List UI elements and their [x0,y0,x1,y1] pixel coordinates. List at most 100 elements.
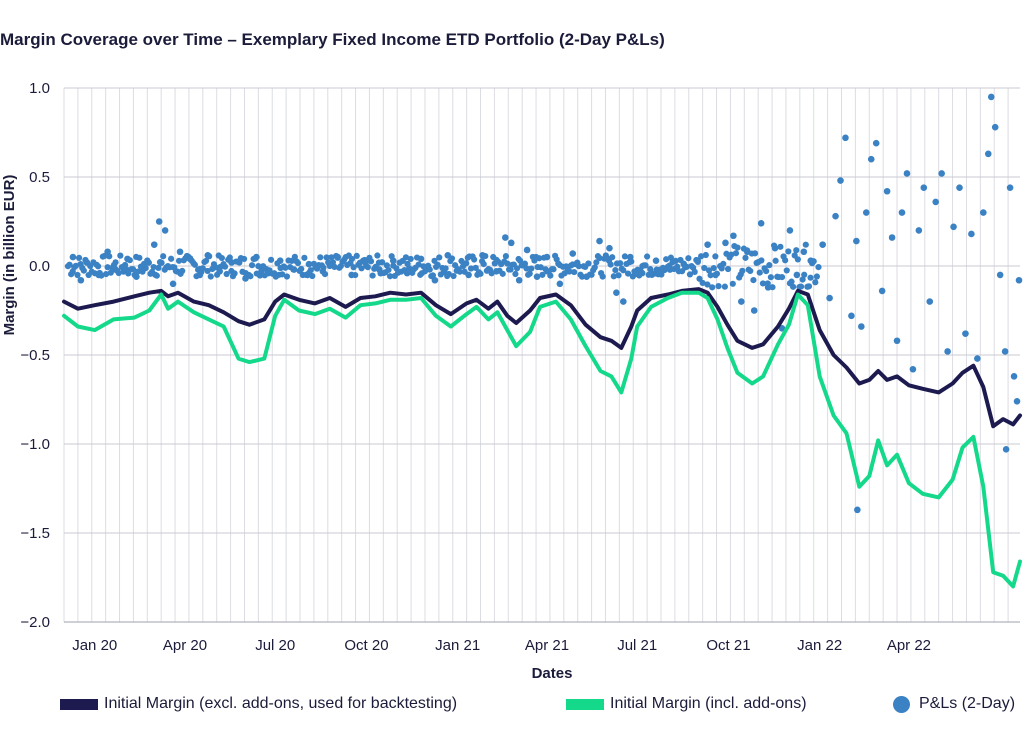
pnl-point [893,337,901,345]
legend-swatch-im-incl [566,698,604,710]
pnl-point [406,265,413,272]
pnl-point [513,265,521,272]
pnl-point [789,283,797,290]
pnl-point [155,218,163,225]
pnl-point [742,254,749,261]
pnl-point [793,271,801,279]
pnl-point [161,227,169,234]
pnl-point [214,271,221,278]
pnl-point [540,254,548,261]
pnl-point [764,280,771,287]
pnl-point [713,270,721,277]
pnl-point [926,298,934,305]
legend-item-im-incl[interactable]: Initial Margin (incl. add-ons) [566,695,807,713]
pnl-point [624,270,632,277]
pnl-point [797,283,805,290]
pnl-point [751,250,759,257]
pnl-point [724,265,732,273]
pnl-point [984,150,992,158]
pnl-point [298,265,305,273]
pnl-point [732,250,740,257]
pnl-point [569,250,577,257]
y-axis-title: Margin (in billion EUR) [1,175,18,336]
pnl-point [872,139,880,147]
pnl-point [683,263,690,270]
pnl-point [307,267,314,274]
pnl-point [763,268,770,275]
pnl-point [617,260,624,267]
pnl-point [502,234,509,241]
legend-label-im-incl: Initial Margin (incl. add-ons) [610,695,807,712]
pnl-point [256,272,264,279]
pnl-point [807,274,814,281]
pnl-point [436,254,443,261]
legend-item-im-excl[interactable]: Initial Margin (excl. add-ons, used for … [60,695,457,713]
pnl-point [697,253,705,260]
pnl-point [112,259,119,266]
pnl-point [750,307,758,314]
pnl-point [883,187,891,195]
pnl-point [720,260,727,267]
pnl-point [832,212,839,220]
pnl-point [620,298,627,305]
pnl-point [842,134,849,142]
pnl-point [728,251,735,258]
pnl-point [647,266,654,273]
pnl-point [593,259,600,266]
pnl-point [467,265,475,272]
pnl-point [1002,446,1010,453]
pnl-point [75,254,83,262]
pnl-point [402,254,410,261]
line-im-incl-addons [62,290,1022,589]
pnl-point [1001,348,1009,355]
pnl-point [730,232,737,240]
pnl-point [571,268,578,276]
pnl-point [231,270,238,277]
pnl-point [853,237,860,245]
pnl-point [202,257,210,265]
pnl-point [150,263,157,271]
pnl-point [301,254,308,261]
pnl-point [585,260,592,267]
pnl-point [193,273,200,280]
pnl-point [610,273,617,280]
pnl-point [920,184,928,191]
pnl-point [710,265,717,272]
pnl-point [101,252,108,260]
pnl-point [247,273,254,280]
pnl-point [175,257,183,264]
pnl-point [854,506,861,514]
pnl-point [667,254,675,261]
pnl-point [944,348,951,355]
pnl-point [321,271,329,278]
pnl-point [477,270,484,277]
pnl-point [536,255,543,262]
pnl-point [374,252,381,259]
pnl-point [721,283,728,290]
pnl-point [747,267,754,275]
pnl-point [334,254,341,261]
pnl-point [785,248,792,255]
pnl-point [179,267,186,275]
pnl-point [867,155,875,163]
pnl-point [274,260,281,267]
pnl-point [155,264,162,271]
legend-item-pnl[interactable]: P&Ls (2-Day) [893,695,1015,713]
pnl-point [759,280,767,287]
pnl-point [515,276,523,284]
pnl-point [862,209,870,216]
pnl-point [915,227,923,234]
pnl-point [134,268,141,275]
pnl-point [142,264,149,272]
pnl-point [609,254,616,261]
pnl-point [621,253,629,260]
pnl-point [352,271,359,279]
pnl-point [429,272,437,279]
pnl-point [547,272,554,279]
pnl-point [353,252,360,260]
x-tick-label: Apr 22 [887,637,931,654]
pnl-point [523,265,530,272]
pnl-point [504,260,511,267]
pnl-point [442,265,449,272]
